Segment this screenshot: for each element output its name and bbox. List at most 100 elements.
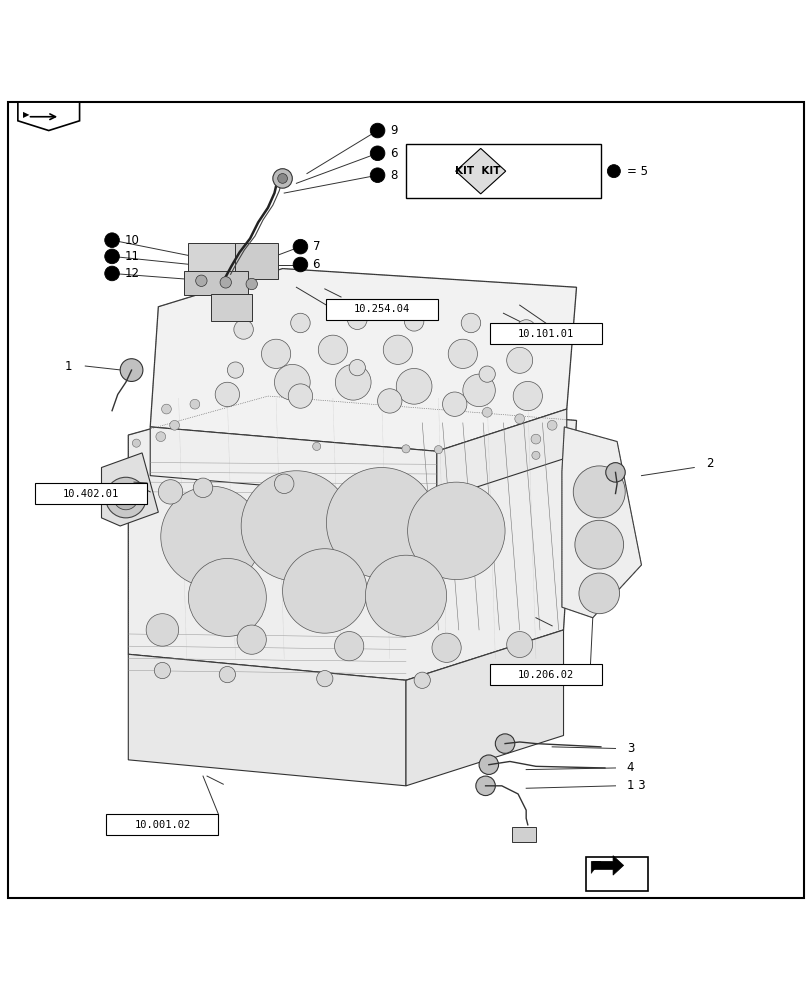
Circle shape	[370, 146, 384, 161]
Text: 10.254.04: 10.254.04	[353, 304, 410, 314]
Circle shape	[154, 662, 170, 679]
Circle shape	[316, 671, 333, 687]
Circle shape	[573, 466, 624, 518]
Text: 7: 7	[312, 240, 320, 253]
Bar	[235, 243, 277, 279]
Circle shape	[401, 445, 410, 453]
Text: KIT  KIT: KIT KIT	[454, 166, 500, 176]
Text: 3: 3	[626, 742, 633, 755]
Circle shape	[219, 666, 235, 683]
Circle shape	[246, 278, 257, 290]
Circle shape	[514, 414, 524, 424]
Circle shape	[114, 485, 138, 510]
Circle shape	[105, 249, 119, 264]
Text: 10: 10	[124, 234, 139, 247]
Circle shape	[293, 257, 307, 272]
Circle shape	[448, 339, 477, 368]
Circle shape	[188, 558, 266, 636]
Circle shape	[234, 320, 253, 339]
Text: 10.001.02: 10.001.02	[134, 820, 191, 830]
Bar	[183, 271, 248, 295]
Circle shape	[414, 672, 430, 688]
Text: 1: 1	[65, 360, 72, 373]
Text: 11: 11	[124, 250, 139, 263]
Circle shape	[349, 360, 365, 376]
Circle shape	[156, 432, 165, 442]
Circle shape	[161, 486, 261, 587]
Circle shape	[261, 339, 290, 368]
Circle shape	[146, 614, 178, 646]
Circle shape	[195, 275, 207, 286]
Bar	[188, 243, 237, 274]
Circle shape	[274, 474, 294, 494]
Polygon shape	[150, 269, 576, 451]
Circle shape	[605, 463, 624, 482]
Bar	[325, 299, 437, 320]
Text: 12: 12	[124, 267, 139, 280]
Circle shape	[547, 420, 556, 430]
Circle shape	[475, 776, 495, 796]
Circle shape	[237, 625, 266, 654]
Text: 10.101.01: 10.101.01	[517, 329, 573, 339]
Circle shape	[482, 407, 491, 417]
Circle shape	[578, 573, 619, 614]
Circle shape	[370, 168, 384, 183]
Circle shape	[132, 439, 140, 447]
Text: 6: 6	[389, 147, 397, 160]
Circle shape	[193, 478, 212, 498]
Text: 10.206.02: 10.206.02	[517, 670, 573, 680]
Circle shape	[478, 366, 495, 382]
Circle shape	[290, 313, 310, 333]
Circle shape	[272, 169, 292, 188]
Text: 9: 9	[389, 124, 397, 137]
Circle shape	[370, 123, 384, 138]
Circle shape	[434, 446, 442, 454]
Circle shape	[462, 374, 495, 407]
Circle shape	[365, 555, 446, 636]
Polygon shape	[455, 148, 505, 194]
Circle shape	[396, 368, 431, 404]
Circle shape	[158, 480, 182, 504]
Bar	[106, 814, 218, 835]
Circle shape	[241, 471, 351, 581]
Circle shape	[431, 633, 461, 662]
Circle shape	[607, 165, 620, 178]
Polygon shape	[18, 102, 79, 131]
Circle shape	[531, 451, 539, 459]
Bar	[511, 827, 535, 842]
Circle shape	[277, 174, 287, 183]
Polygon shape	[128, 396, 576, 680]
Circle shape	[121, 493, 131, 502]
Circle shape	[220, 277, 231, 288]
Circle shape	[530, 434, 540, 444]
Circle shape	[312, 442, 320, 450]
Text: 8: 8	[389, 169, 397, 182]
Circle shape	[377, 389, 401, 413]
Circle shape	[282, 549, 367, 633]
Polygon shape	[128, 654, 406, 786]
Circle shape	[495, 669, 511, 685]
Text: 1 3: 1 3	[626, 779, 645, 792]
Polygon shape	[561, 427, 641, 618]
Circle shape	[335, 364, 371, 400]
Bar	[489, 664, 601, 685]
Text: 4: 4	[626, 761, 633, 774]
Polygon shape	[590, 861, 600, 874]
Polygon shape	[150, 427, 436, 500]
Circle shape	[383, 335, 412, 364]
Circle shape	[105, 477, 146, 518]
Circle shape	[574, 520, 623, 569]
Circle shape	[334, 632, 363, 661]
Bar	[406, 144, 600, 198]
Text: 10.402.01: 10.402.01	[62, 489, 119, 499]
Polygon shape	[406, 630, 563, 786]
Circle shape	[506, 632, 532, 658]
Text: ▶: ▶	[23, 110, 29, 119]
Circle shape	[293, 239, 307, 254]
Circle shape	[227, 362, 243, 378]
Polygon shape	[101, 453, 158, 526]
Circle shape	[478, 755, 498, 774]
Circle shape	[215, 382, 239, 407]
Circle shape	[407, 482, 504, 580]
Circle shape	[404, 312, 423, 331]
